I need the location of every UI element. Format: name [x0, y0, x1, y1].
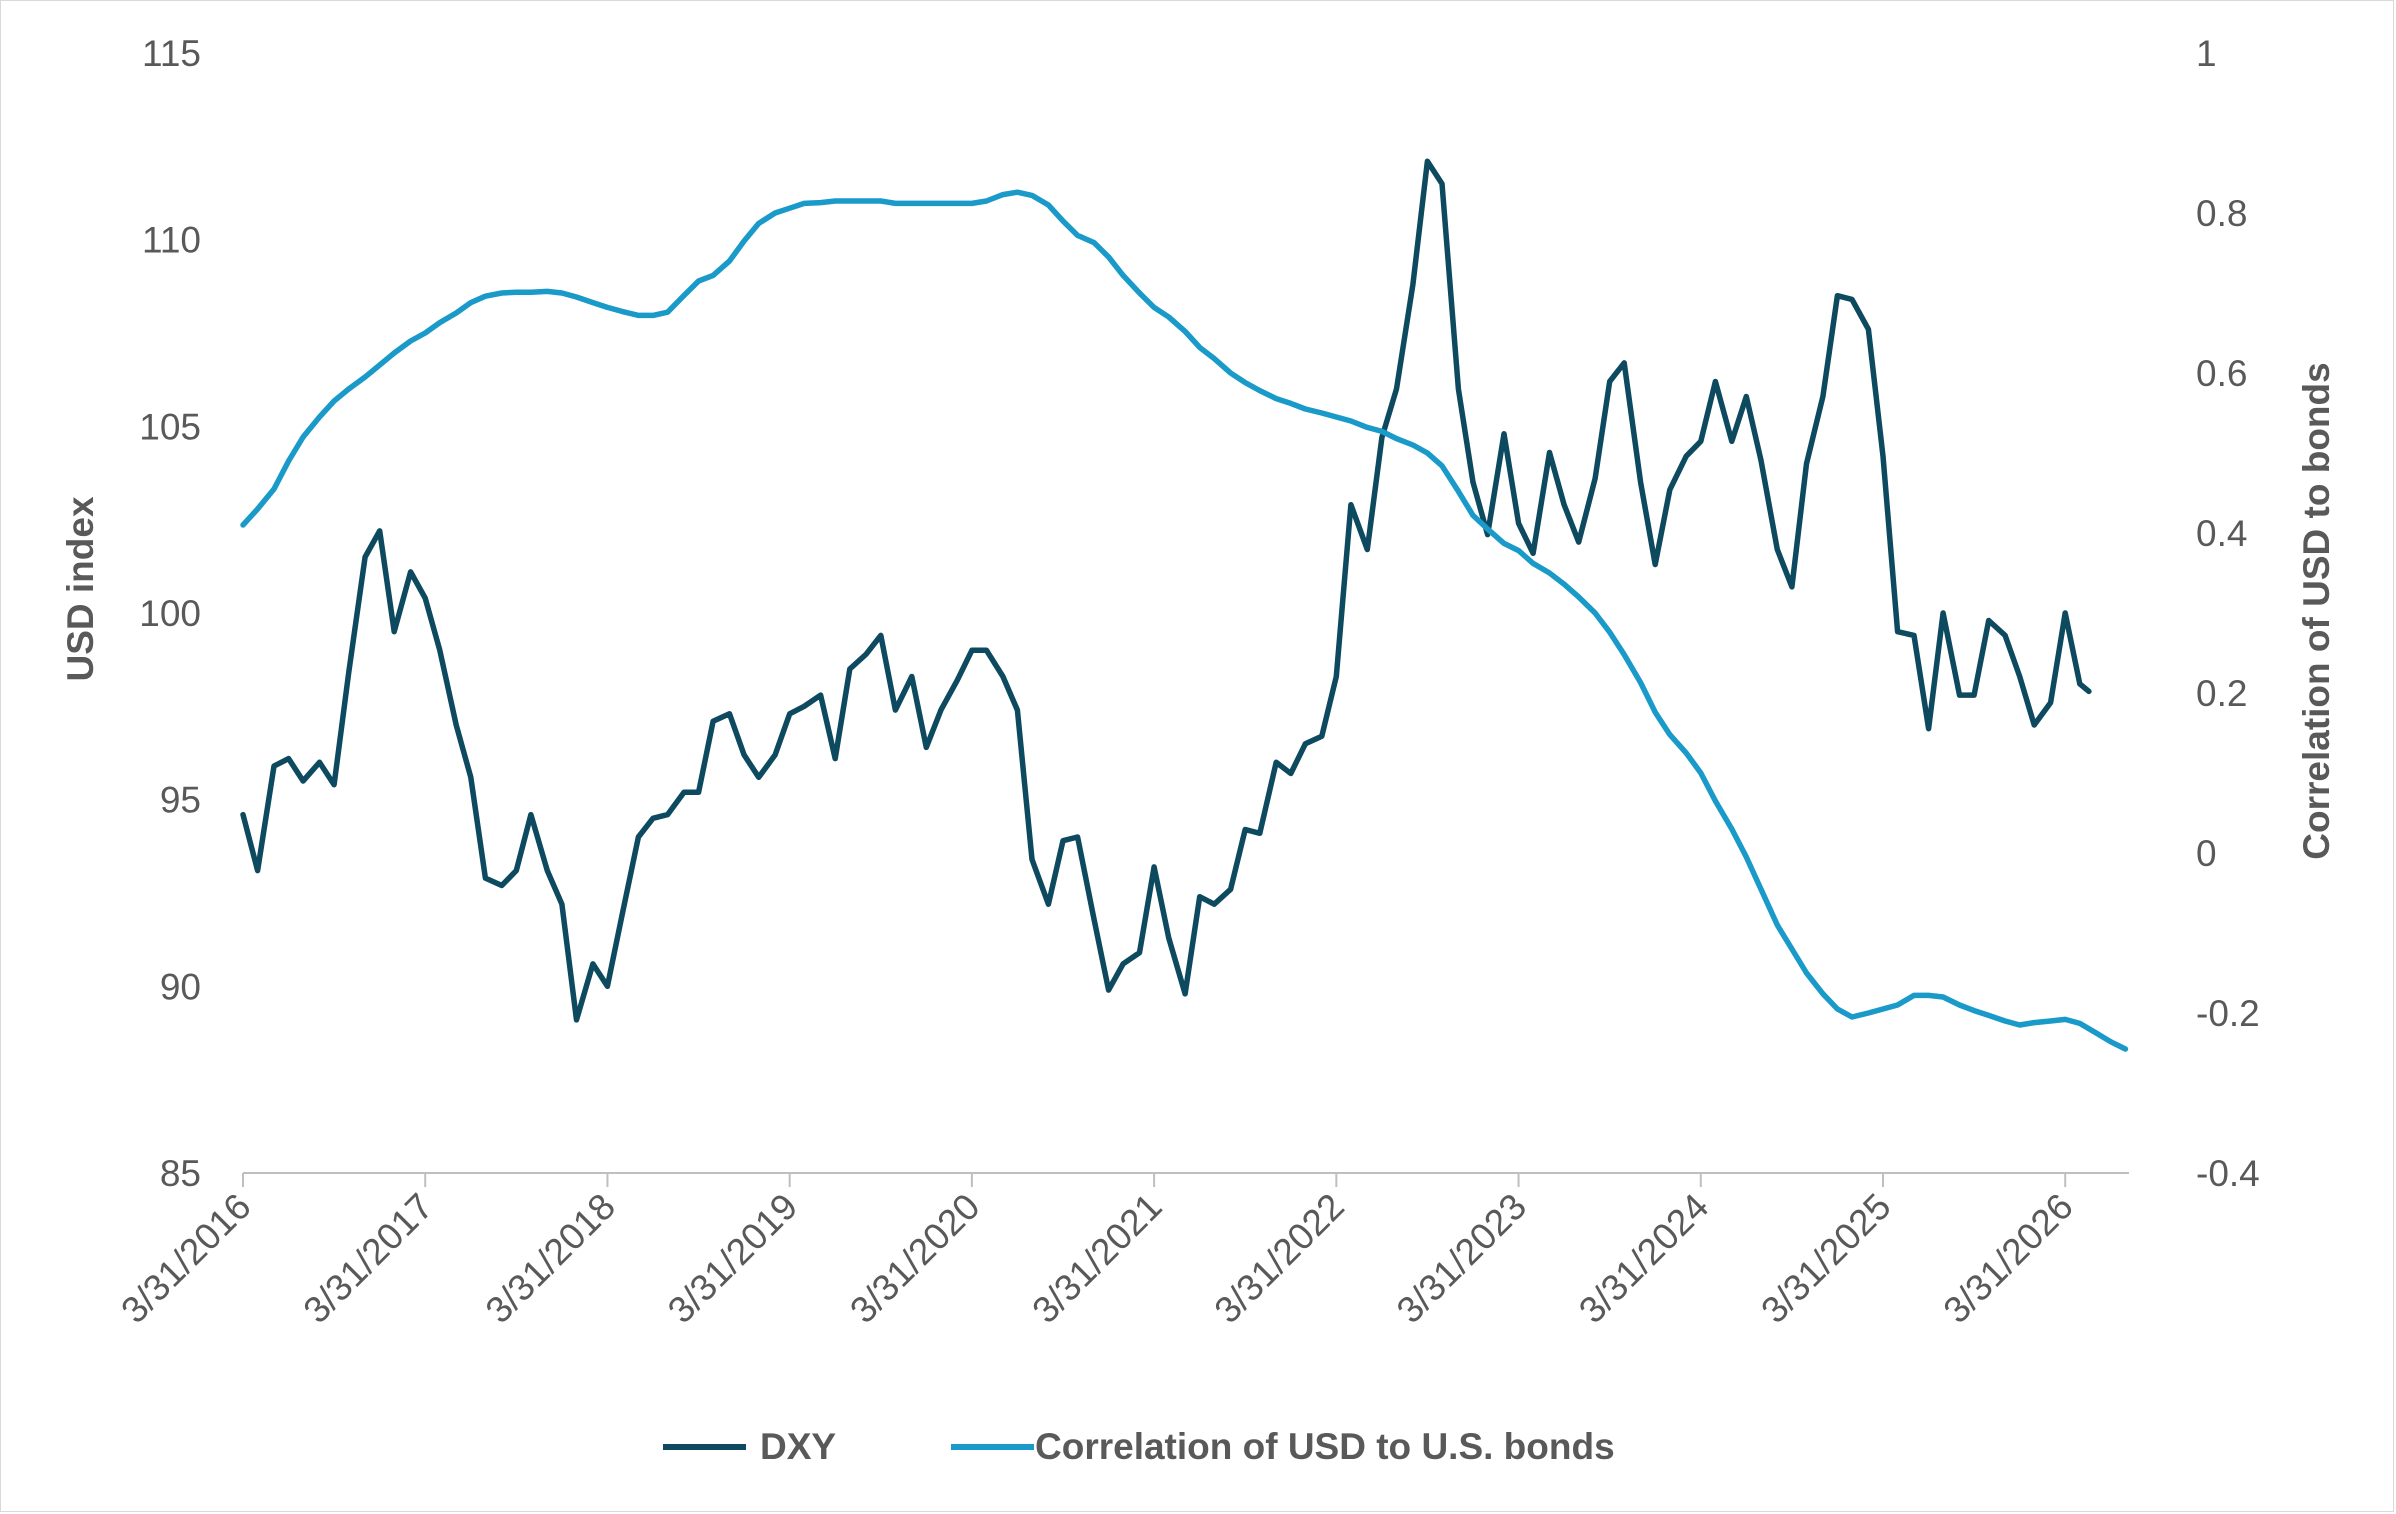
- y2-tick-label: 0.4: [2196, 513, 2247, 554]
- y2-tick-label: 0.8: [2196, 193, 2247, 234]
- x-tick-label: 3/31/2025: [1753, 1186, 1898, 1331]
- left-axis-ticks: 85 90 95 100 105 110 115: [139, 33, 201, 1194]
- y2-tick-label: -0.4: [2196, 1153, 2260, 1194]
- y-tick-label: 110: [142, 220, 201, 261]
- correlation-series-line: [240, 189, 2129, 1052]
- y-tick-label: 115: [142, 33, 201, 74]
- x-tick-label: 3/31/2020: [842, 1186, 987, 1331]
- legend: DXY Correlation of USD to U.S. bonds: [663, 1426, 1615, 1467]
- x-tick-label: 3/31/2019: [660, 1186, 805, 1331]
- y2-tick-label: 0.2: [2196, 673, 2247, 714]
- y-tick-label: 85: [160, 1153, 201, 1194]
- legend-label-correlation: Correlation of USD to U.S. bonds: [1035, 1426, 1615, 1467]
- series-layer: [240, 158, 2129, 1052]
- y-tick-label: 95: [160, 780, 201, 821]
- right-axis-ticks: -0.4 -0.2 0 0.2 0.4 0.6 0.8 1: [2196, 33, 2260, 1194]
- y2-axis-title: Correlation of USD to bonds: [2296, 362, 2337, 859]
- x-tick-label: 3/31/2021: [1024, 1186, 1169, 1331]
- y2-tick-label: 0: [2196, 833, 2217, 874]
- y2-tick-label: 1: [2196, 33, 2217, 74]
- y-tick-label: 100: [139, 593, 201, 634]
- y-axis-title: USD index: [60, 496, 101, 681]
- x-tick-label: 3/31/2018: [478, 1186, 623, 1331]
- x-tick-label: 3/31/2016: [113, 1186, 258, 1331]
- x-tick-label: 3/31/2024: [1571, 1186, 1716, 1331]
- y2-tick-label: -0.2: [2196, 993, 2260, 1034]
- y-tick-label: 105: [139, 406, 201, 447]
- x-axis-ticks: 3/31/2016 3/31/2017 3/31/2018 3/31/2019 3/31…: [113, 1173, 2081, 1331]
- y-tick-label: 90: [160, 966, 201, 1007]
- x-tick-label: 3/31/2017: [295, 1186, 440, 1331]
- legend-label-dxy: DXY: [760, 1426, 836, 1467]
- x-tick-label: 3/31/2022: [1207, 1186, 1352, 1331]
- dxy-series-line: [240, 158, 2092, 1023]
- x-tick-label: 3/31/2026: [1935, 1186, 2080, 1331]
- y2-tick-label: 0.6: [2196, 353, 2247, 394]
- x-tick-label: 3/31/2023: [1389, 1186, 1534, 1331]
